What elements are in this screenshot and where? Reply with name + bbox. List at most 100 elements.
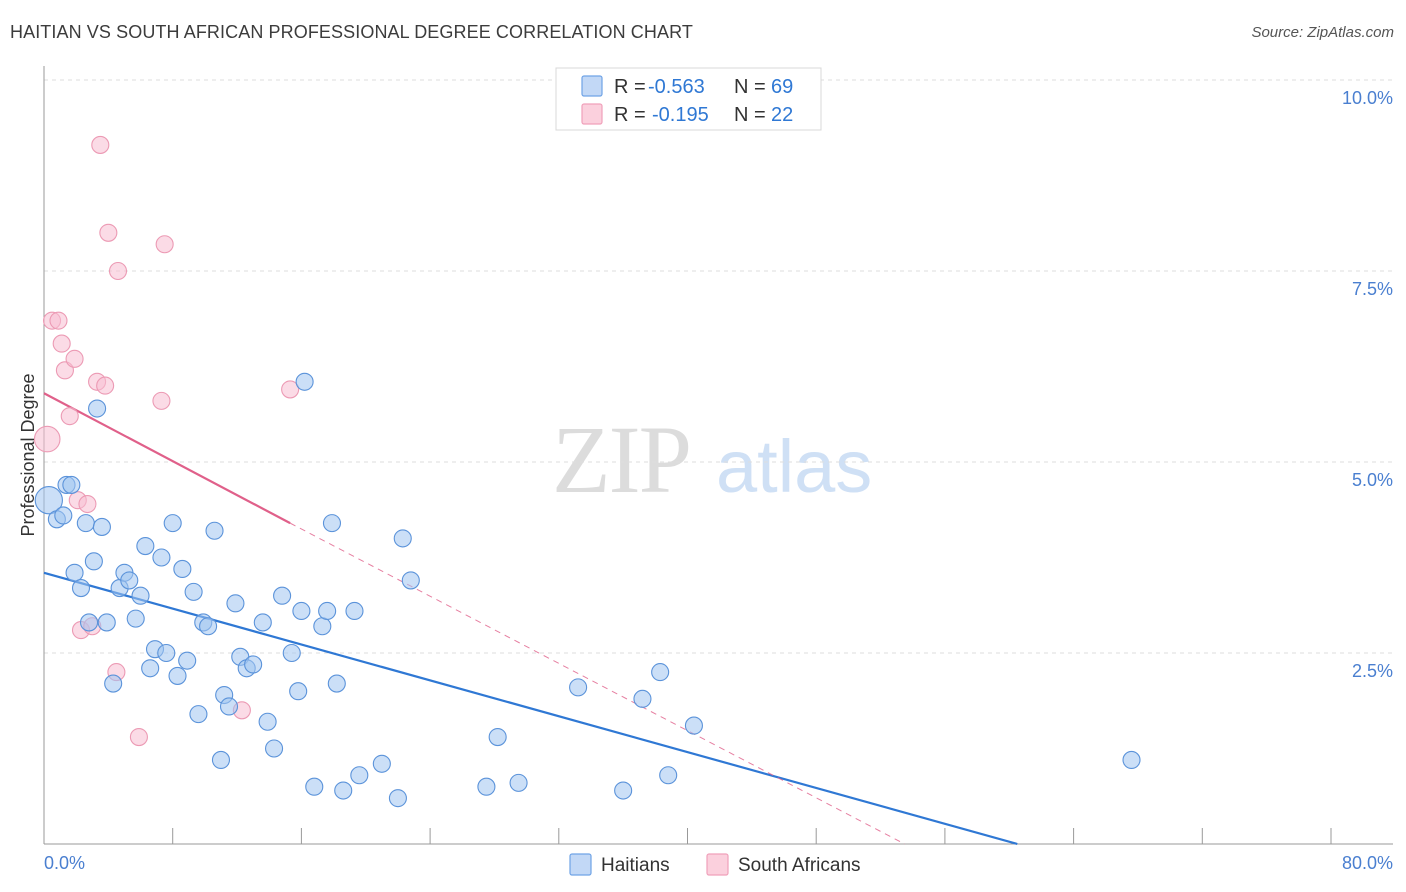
point-haitians[interactable]: [289, 682, 308, 701]
point-haitians[interactable]: [168, 666, 187, 685]
point-south-africans[interactable]: [108, 261, 128, 281]
point-haitians[interactable]: [393, 529, 412, 548]
y-tick-label: 7.5%: [1352, 279, 1393, 299]
legend-swatch-south-africans[interactable]: [706, 853, 729, 876]
point-south-africans[interactable]: [281, 380, 300, 399]
point-south-africans[interactable]: [99, 223, 118, 242]
point-haitians[interactable]: [305, 777, 324, 796]
point-haitians[interactable]: [509, 773, 528, 792]
point-south-africans[interactable]: [49, 311, 68, 330]
point-haitians[interactable]: [244, 655, 263, 674]
point-haitians[interactable]: [273, 586, 292, 605]
point-haitians[interactable]: [659, 766, 678, 785]
point-haitians[interactable]: [173, 559, 192, 579]
point-haitians[interactable]: [126, 609, 145, 628]
point-haitians[interactable]: [614, 781, 633, 800]
point-haitians[interactable]: [684, 716, 703, 735]
axes: [43, 66, 1393, 845]
point-haitians[interactable]: [265, 739, 284, 758]
point-south-africans[interactable]: [155, 235, 174, 254]
point-haitians[interactable]: [219, 697, 239, 716]
point-haitians[interactable]: [157, 643, 176, 663]
point-haitians[interactable]: [76, 514, 95, 533]
point-haitians[interactable]: [488, 727, 507, 747]
point-haitians[interactable]: [136, 536, 155, 556]
point-haitians[interactable]: [258, 712, 277, 731]
point-south-africans[interactable]: [52, 334, 71, 353]
point-south-africans[interactable]: [33, 425, 61, 453]
point-haitians[interactable]: [226, 594, 245, 613]
stats-n-label-2: N =: [734, 104, 766, 126]
stats-n-value-2: 22: [771, 104, 793, 126]
point-haitians[interactable]: [1122, 750, 1141, 770]
point-haitians[interactable]: [313, 617, 332, 636]
point-haitians[interactable]: [253, 613, 272, 632]
point-haitians[interactable]: [211, 750, 231, 770]
stats-r-value-1: -0.563: [648, 76, 705, 98]
y-axis-label: Professional Degree: [18, 373, 38, 536]
point-haitians[interactable]: [372, 754, 391, 773]
point-south-africans[interactable]: [60, 407, 79, 426]
point-haitians[interactable]: [34, 486, 63, 515]
point-haitians[interactable]: [334, 781, 353, 800]
stats-r-label-1: R =: [614, 76, 646, 98]
stats-r-value-2: -0.195: [652, 104, 709, 126]
point-haitians[interactable]: [327, 674, 346, 693]
point-haitians[interactable]: [184, 582, 203, 601]
point-south-africans[interactable]: [65, 349, 84, 368]
legend-label-haitians[interactable]: Haitians: [601, 855, 670, 876]
point-haitians[interactable]: [282, 643, 301, 663]
point-haitians[interactable]: [120, 571, 139, 590]
bottom-legend: Haitians South Africans: [569, 853, 861, 876]
point-haitians[interactable]: [104, 674, 123, 693]
point-haitians[interactable]: [79, 613, 99, 632]
point-haitians[interactable]: [199, 617, 218, 636]
point-haitians[interactable]: [651, 663, 670, 682]
point-south-africans[interactable]: [91, 135, 110, 154]
point-haitians[interactable]: [152, 548, 171, 567]
point-haitians[interactable]: [71, 579, 91, 598]
data-points: [33, 135, 1141, 808]
y-tick-labels: 2.5% 5.0% 7.5% 10.0%: [1342, 88, 1393, 681]
watermark-zip: ZIP: [552, 406, 690, 513]
point-haitians[interactable]: [163, 514, 182, 533]
point-haitians[interactable]: [477, 777, 496, 796]
point-haitians[interactable]: [388, 789, 407, 808]
point-haitians[interactable]: [295, 372, 314, 391]
legend-label-south-africans[interactable]: South Africans: [738, 855, 861, 876]
legend-swatch-haitians[interactable]: [569, 853, 592, 876]
point-haitians[interactable]: [569, 678, 588, 697]
trend-line-haitians: [43, 571, 1018, 846]
point-haitians[interactable]: [401, 571, 420, 590]
point-haitians[interactable]: [178, 651, 197, 670]
x-tick-label-max: 80.0%: [1342, 853, 1393, 873]
point-south-africans[interactable]: [129, 727, 148, 747]
point-south-africans[interactable]: [152, 391, 171, 410]
watermark-atlas: atlas: [716, 425, 872, 508]
point-haitians[interactable]: [97, 613, 116, 632]
point-haitians[interactable]: [633, 689, 652, 708]
point-haitians[interactable]: [131, 586, 150, 605]
y-tick-label: 2.5%: [1352, 661, 1393, 681]
point-south-africans[interactable]: [78, 494, 97, 514]
point-haitians[interactable]: [62, 475, 81, 494]
point-haitians[interactable]: [322, 514, 342, 533]
point-south-africans[interactable]: [96, 376, 115, 395]
point-haitians[interactable]: [141, 659, 160, 678]
point-haitians[interactable]: [189, 705, 208, 724]
point-haitians[interactable]: [345, 601, 364, 621]
point-haitians[interactable]: [205, 521, 224, 540]
point-haitians[interactable]: [84, 552, 103, 571]
point-haitians[interactable]: [292, 601, 311, 621]
point-haitians[interactable]: [88, 399, 107, 418]
y-tick-label: 10.0%: [1342, 88, 1393, 108]
point-haitians[interactable]: [318, 601, 337, 621]
trend-line-south-africans: [43, 392, 291, 525]
y-tick-label: 5.0%: [1352, 470, 1393, 490]
point-haitians[interactable]: [350, 766, 369, 785]
point-haitians[interactable]: [54, 506, 73, 525]
point-haitians[interactable]: [65, 563, 84, 582]
point-haitians[interactable]: [92, 517, 111, 536]
trend-line-south-africans-extrapolated: [289, 522, 905, 845]
